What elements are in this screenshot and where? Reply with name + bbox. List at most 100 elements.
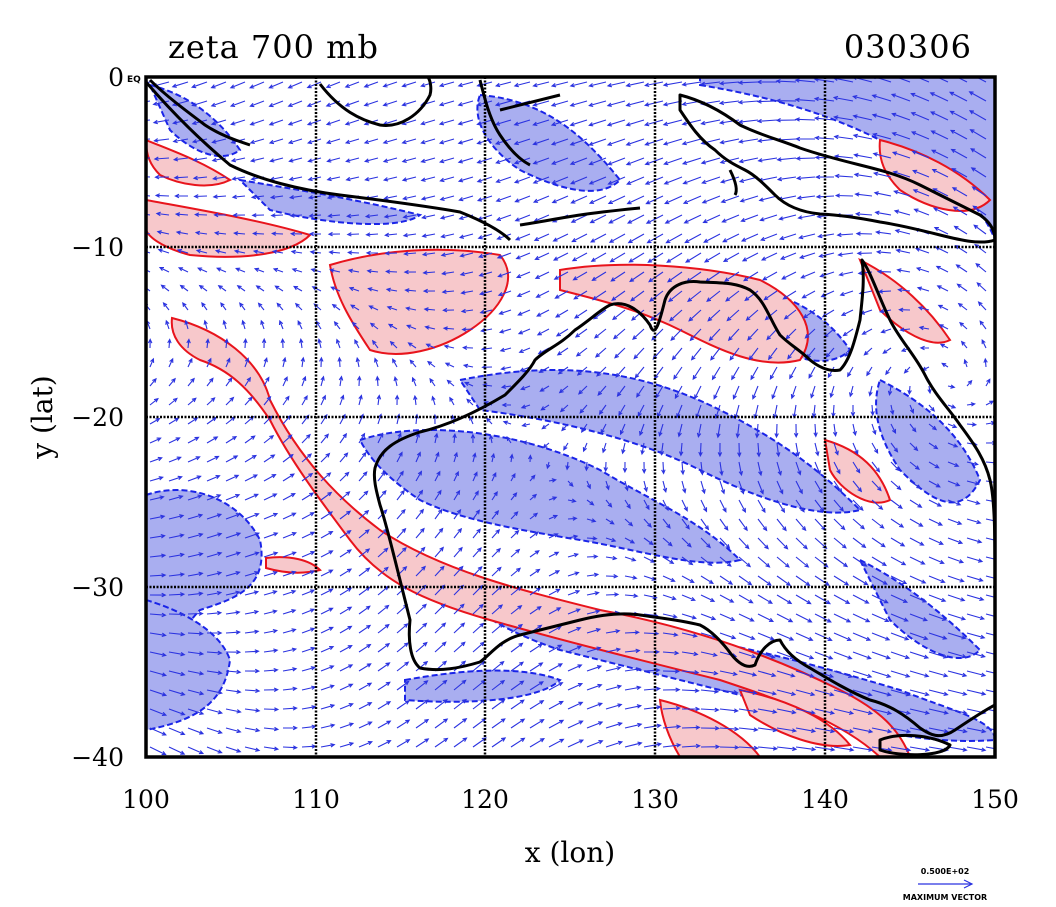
wind-vector <box>852 575 869 586</box>
wind-vector <box>814 461 821 476</box>
wind-vector <box>401 157 417 163</box>
wind-vector <box>789 366 797 380</box>
wind-vector <box>624 630 640 635</box>
wind-vector <box>326 176 341 182</box>
wind-vector <box>243 338 248 349</box>
wind-vector <box>737 100 759 105</box>
wind-vector <box>496 252 512 259</box>
wind-vector <box>491 679 506 691</box>
wind-vector <box>814 499 825 513</box>
wind-vector <box>643 668 661 673</box>
wind-vector <box>548 533 559 539</box>
wind-vector <box>683 214 702 224</box>
wind-vector <box>662 138 683 146</box>
wind-vector <box>396 680 410 691</box>
wind-vector <box>299 338 304 349</box>
wind-vector <box>725 290 740 302</box>
wind-vector <box>420 138 436 145</box>
wind-vector <box>458 233 474 239</box>
wind-vector <box>263 687 279 692</box>
wind-vector <box>611 290 626 301</box>
wind-vector <box>605 703 623 710</box>
wind-vector <box>301 646 316 653</box>
wind-vector <box>928 613 947 621</box>
wind-vector <box>681 480 687 494</box>
wind-vector <box>795 537 808 550</box>
wind-vector <box>601 442 607 454</box>
wind-vector <box>551 195 569 204</box>
wind-vector <box>700 707 720 713</box>
wind-vector <box>738 480 745 495</box>
wind-vector <box>191 100 208 107</box>
wind-vector <box>681 81 702 87</box>
wind-vector <box>326 195 341 200</box>
wind-vector <box>421 251 436 257</box>
wind-vector <box>641 461 647 474</box>
wind-vector <box>168 670 186 677</box>
wind-vector <box>928 708 949 715</box>
wind-vector <box>829 385 835 399</box>
wind-vector <box>776 518 787 532</box>
wind-vector <box>605 518 615 525</box>
wind-vector <box>643 556 656 563</box>
wind-vector <box>182 301 189 311</box>
wind-vector <box>278 319 284 330</box>
wind-vector <box>431 395 436 406</box>
wind-vector <box>666 252 683 263</box>
wind-vector <box>890 461 901 472</box>
wind-vector <box>423 307 436 312</box>
wind-vector <box>971 186 987 197</box>
wind-vector <box>263 628 279 634</box>
wind-vector <box>329 268 341 273</box>
wind-vector <box>569 119 588 127</box>
wind-vector <box>624 499 631 510</box>
wind-vector <box>325 81 341 89</box>
wind-vector <box>553 271 569 280</box>
wind-vector <box>168 651 186 657</box>
wind-vector <box>605 574 619 579</box>
wind-vector <box>206 590 223 596</box>
wind-vector <box>852 651 872 660</box>
wind-vector <box>572 271 588 281</box>
wind-vector <box>491 471 497 482</box>
wind-vector <box>263 648 279 653</box>
wind-vector <box>339 625 353 634</box>
wind-vector <box>798 252 816 259</box>
wind-vector <box>149 670 168 677</box>
wind-vector <box>567 608 581 615</box>
wind-vector <box>726 309 740 322</box>
wind-vector <box>738 556 752 568</box>
wind-vector <box>852 499 864 512</box>
wind-vector <box>871 689 892 697</box>
wind-vector <box>439 195 455 201</box>
wind-vector <box>852 480 863 493</box>
wind-vector <box>197 267 208 273</box>
wind-vector <box>402 195 417 201</box>
wind-vector <box>403 251 417 256</box>
wind-vector <box>438 100 455 107</box>
wind-vector <box>871 113 892 121</box>
wind-vector <box>257 302 265 311</box>
wind-vector <box>529 587 542 596</box>
wind-vector <box>401 81 417 88</box>
wind-vector <box>567 739 585 748</box>
wind-vector <box>909 461 921 470</box>
wind-vector <box>472 622 485 634</box>
wind-vector <box>420 119 436 126</box>
wind-vector <box>793 423 799 438</box>
wind-vector <box>591 271 607 282</box>
wind-vector <box>643 723 662 729</box>
wind-vector <box>981 338 987 349</box>
wind-vector <box>700 651 718 657</box>
x-tick: 130 <box>631 785 679 814</box>
wind-vector <box>464 381 474 387</box>
wind-vector <box>363 81 379 88</box>
wind-vector <box>776 632 795 641</box>
wind-vector <box>535 290 550 298</box>
wind-vector <box>776 556 790 568</box>
wind-vector <box>546 461 551 470</box>
wind-vector <box>795 632 814 641</box>
wind-vector <box>596 366 607 377</box>
wind-vector <box>149 592 167 598</box>
wind-vector <box>146 232 151 235</box>
